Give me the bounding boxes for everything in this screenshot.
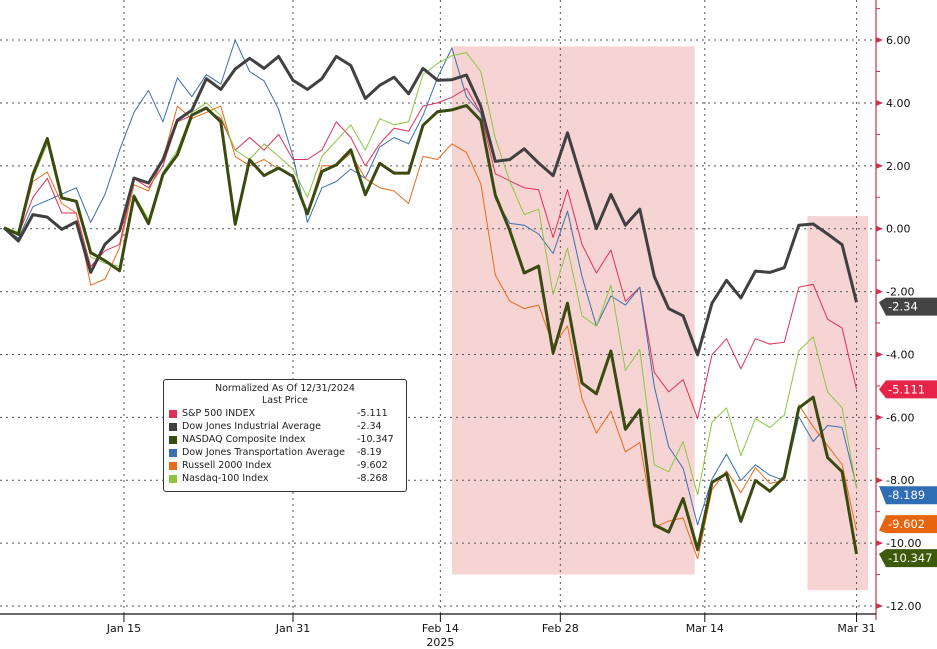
- legend-item: NASDAQ Composite Index -10.347: [169, 433, 401, 446]
- y-tick-label: 6.00: [886, 34, 911, 47]
- legend-swatch: [169, 474, 177, 483]
- legend-label: NASDAQ Composite Index: [182, 434, 306, 445]
- series-s-p-500-index: [3, 88, 857, 420]
- legend-value: -2.34: [357, 421, 382, 432]
- y-tick-label: -12.00: [886, 600, 921, 613]
- tag-label: -2.34: [888, 300, 918, 314]
- series-line: [3, 88, 857, 420]
- y-tick-label: -2.00: [886, 286, 914, 299]
- legend-rows: S&P 500 INDEX -5.111 Dow Jones Industrial …: [169, 407, 401, 485]
- x-tick-label: Jan 31: [275, 622, 310, 635]
- legend-value: -8.19: [357, 447, 382, 458]
- last-value-tag: -5.111: [879, 380, 937, 399]
- legend-swatch: [169, 435, 177, 444]
- legend-value: -8.268: [357, 473, 388, 484]
- legend-swatch: [169, 461, 177, 470]
- y-tick-label: 4.00: [886, 97, 911, 110]
- tag-background: [879, 486, 937, 505]
- tag-background: [879, 515, 937, 534]
- legend-item: Dow Jones Industrial Average -2.34: [169, 420, 401, 433]
- legend: Normalized As Of 12/31/2024 Last Price S…: [163, 379, 407, 492]
- y-tick-label: 0.00: [886, 223, 911, 236]
- y-tick-mark: [876, 225, 883, 232]
- legend-label: Dow Jones Industrial Average: [182, 421, 321, 432]
- x-tick-label: Feb 14: [422, 622, 459, 635]
- series-line: [2, 54, 858, 357]
- y-tick-mark: [876, 414, 883, 421]
- legend-swatch: [169, 422, 177, 431]
- tag-background: [879, 297, 937, 316]
- y-tick-label: -10.00: [886, 537, 921, 550]
- last-value-tag: -9.602: [879, 515, 937, 534]
- tag-label: -9.602: [888, 517, 925, 531]
- legend-label: Nasdaq-100 Index: [182, 473, 269, 484]
- series-nasdaq-composite-index: [3, 104, 858, 555]
- shaded-region: [451, 46, 695, 575]
- last-value-tag: -10.347: [879, 549, 937, 568]
- series-dow-jones-industrial-average: [2, 54, 858, 357]
- y-tick-mark: [876, 37, 883, 44]
- tag-background: [879, 549, 937, 568]
- x-tick-label: Mar 31: [837, 622, 875, 635]
- y-tick-mark: [876, 288, 883, 295]
- legend-value: -9.602: [357, 460, 388, 471]
- y-tick-label: -8.00: [886, 474, 914, 487]
- legend-item: S&P 500 INDEX -5.111: [169, 407, 401, 420]
- x-tick-sublabel: 2025: [426, 636, 454, 649]
- legend-value: -10.347: [357, 434, 394, 445]
- series-line: [3, 52, 857, 496]
- series-line: [3, 39, 857, 526]
- legend-label: Dow Jones Transportation Average: [182, 447, 345, 458]
- y-tick-mark: [876, 540, 883, 547]
- legend-label: Russell 2000 Index: [182, 460, 272, 471]
- y-tick-mark: [876, 602, 883, 609]
- tag-background: [879, 380, 937, 399]
- legend-subtitle: Last Price: [262, 395, 308, 406]
- y-tick-label: -4.00: [886, 348, 914, 361]
- tag-label: -5.111: [888, 382, 925, 396]
- series-line: [3, 105, 857, 560]
- legend-title: Normalized As Of 12/31/2024: [215, 383, 355, 394]
- tag-label: -10.347: [888, 551, 932, 565]
- legend-swatch: [169, 448, 177, 457]
- last-value-tag: -8.189: [879, 486, 937, 505]
- series-russell-2000-index: [3, 105, 857, 560]
- y-tick-mark: [876, 99, 883, 106]
- x-tick-label: Mar 14: [686, 622, 724, 635]
- legend-value: -5.111: [357, 408, 388, 419]
- series-line: [3, 104, 858, 555]
- legend-swatch: [169, 409, 177, 418]
- tag-label: -8.189: [888, 488, 925, 502]
- y-tick-label: -6.00: [886, 411, 914, 424]
- y-tick-mark: [876, 162, 883, 169]
- y-tick-label: 2.00: [886, 160, 911, 173]
- x-tick-label: Jan 15: [106, 622, 141, 635]
- legend-item: Russell 2000 Index -9.602: [169, 459, 401, 472]
- legend-item: Nasdaq-100 Index -8.268: [169, 472, 401, 485]
- legend-label: S&P 500 INDEX: [182, 408, 256, 419]
- y-tick-mark: [876, 351, 883, 358]
- last-value-tag: -2.34: [879, 297, 937, 316]
- y-tick-mark: [876, 477, 883, 484]
- x-tick-label: Feb 28: [542, 622, 579, 635]
- legend-item: Dow Jones Transportation Average -8.19: [169, 446, 401, 459]
